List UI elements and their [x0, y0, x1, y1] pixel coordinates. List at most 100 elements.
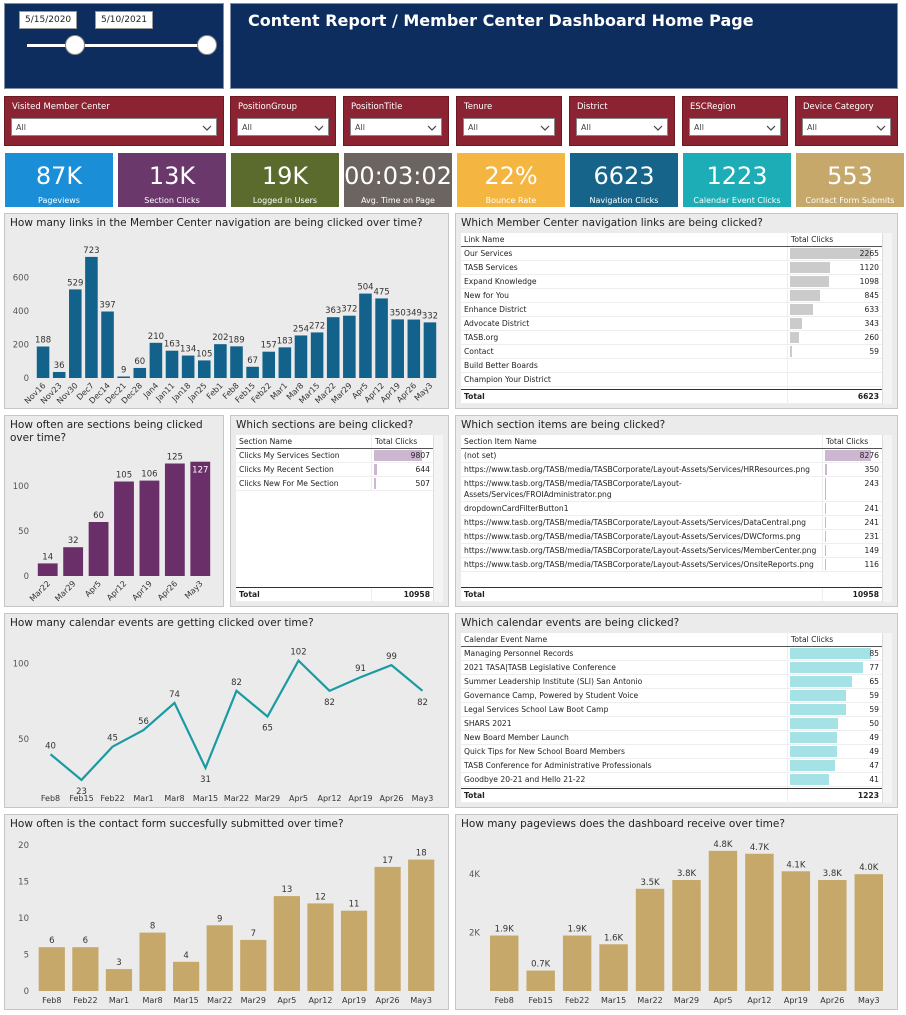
y-tick-label: 0	[24, 374, 29, 384]
kpi-label: Contact Form Submits	[805, 196, 895, 205]
cell-number: 1120	[859, 263, 879, 272]
bar	[165, 350, 179, 378]
cell-number: 1098	[859, 277, 879, 286]
cell-value: 231	[822, 530, 882, 543]
title-banner: Content Report / Member Center Dashboard…	[230, 3, 898, 89]
cell-name: Managing Personnel Records	[464, 649, 574, 658]
x-tick-label: Apr19	[342, 996, 366, 1005]
data-bar	[374, 478, 377, 489]
data-label: 4.8K	[713, 840, 733, 850]
end-date[interactable]: 5/10/2021	[95, 11, 154, 29]
table: Calendar Event Name Total Clicks Managing …	[461, 633, 892, 803]
data-label: 105	[116, 471, 132, 481]
table-header: Link Name Total Clicks	[461, 233, 882, 247]
data-label: 60	[93, 511, 104, 521]
dropdown[interactable]: All	[11, 118, 217, 136]
cell-value	[787, 373, 882, 386]
dropdown[interactable]: All	[689, 118, 781, 136]
data-label: 504	[357, 283, 373, 293]
data-bar	[825, 450, 871, 461]
table-row: SHARS 2021 50	[461, 717, 882, 731]
data-label: 8	[150, 922, 155, 932]
cell-name: New for You	[464, 291, 509, 300]
total-value: 10958	[822, 588, 882, 601]
cell-name: Legal Services School Law Boot Camp	[464, 705, 609, 714]
cell-name: Build Better Boards	[464, 361, 538, 370]
cell-value: 49	[787, 745, 882, 758]
dropdown[interactable]: All	[802, 118, 891, 136]
bar	[343, 315, 356, 378]
chart: 0 5 10 15 20 Feb8 Feb22 Mar1 Mar8 Mar15 Mar22 Mar29…	[18, 841, 435, 1005]
bar	[173, 961, 200, 991]
table-row: Governance Camp, Powered by Student Voic…	[461, 689, 882, 703]
bar	[38, 947, 65, 991]
cell-value: 241	[822, 516, 882, 529]
scrollbar	[433, 435, 443, 602]
table-row: Expand Knowledge 1098	[461, 275, 882, 289]
kpi-label: Avg. Time on Page	[361, 196, 435, 205]
total-row: Total 10958	[236, 587, 433, 602]
cell-number: 77	[869, 663, 879, 672]
filter: District All	[569, 96, 675, 146]
data-label: 1.9K	[568, 925, 588, 935]
data-bar	[790, 746, 837, 757]
cell-value: 507	[371, 477, 433, 490]
panel-title: How many pageviews does the dashboard re…	[461, 818, 785, 830]
bar	[197, 360, 211, 378]
table-row: TASB Conference for Administrative Profe…	[461, 759, 882, 773]
cell-value: 116	[822, 558, 882, 571]
data-label: 14	[42, 552, 53, 562]
data-label: 36	[54, 361, 65, 371]
total-row: Total 6623	[461, 389, 882, 404]
data-bar	[374, 464, 378, 475]
column-header: Section Item Name	[464, 437, 537, 446]
chevron	[540, 125, 550, 131]
total-label: Total	[464, 392, 485, 401]
table-row: Build Better Boards	[461, 359, 882, 373]
bar	[117, 376, 130, 378]
bar	[139, 480, 160, 576]
cell-value: 77	[787, 661, 882, 674]
cell-number: 85	[869, 649, 879, 658]
data-bar	[790, 248, 871, 259]
table-header: Calendar Event Name Total Clicks	[461, 633, 882, 647]
slider-handle[interactable]	[197, 35, 217, 55]
bar	[164, 463, 185, 576]
chevron-line	[540, 125, 550, 131]
data-label: 4.7K	[750, 843, 770, 853]
cell-number: 507	[415, 479, 431, 488]
panel-title: How often is the contact form succesfull…	[10, 818, 344, 830]
y-tick-label: 100	[13, 660, 29, 670]
dropdown[interactable]: All	[576, 118, 668, 136]
x-tick-label: Mar22	[28, 579, 52, 603]
cell-value: 41	[787, 773, 882, 786]
cell-value: 85	[787, 647, 882, 660]
cell-number: 241	[864, 518, 880, 527]
data-label: 6	[49, 936, 54, 946]
data-label: 99	[386, 652, 397, 662]
bar	[781, 871, 811, 991]
panel: How many pageviews does the dashboard re…	[455, 814, 898, 1010]
start-date[interactable]: 5/15/2020	[19, 11, 78, 29]
kpi-label: Navigation Clicks	[589, 196, 659, 205]
data-label: 723	[83, 246, 99, 256]
data-label: 11	[349, 900, 360, 910]
table-row: https://www.tasb.org/TASB/media/TASBCorp…	[461, 463, 882, 477]
slider-handle[interactable]	[65, 35, 85, 55]
data-label: 189	[228, 335, 244, 345]
filter-label: District	[577, 102, 608, 112]
dropdown[interactable]: All	[350, 118, 442, 136]
filter: Tenure All	[456, 96, 562, 146]
total-row: Total 10958	[461, 587, 882, 602]
column-header: Section Name	[239, 437, 293, 446]
dropdown[interactable]: All	[237, 118, 329, 136]
x-tick-label: May3	[858, 996, 880, 1005]
table-header: Section Name Total Clicks	[236, 435, 433, 449]
x-tick-label: May3	[410, 996, 432, 1005]
bar	[37, 563, 58, 576]
data-bar	[825, 559, 826, 570]
data-label: 13	[281, 885, 292, 895]
dropdown[interactable]: All	[463, 118, 555, 136]
cell-name: TASB.org	[464, 333, 499, 342]
cell-name: New Board Member Launch	[464, 733, 569, 742]
